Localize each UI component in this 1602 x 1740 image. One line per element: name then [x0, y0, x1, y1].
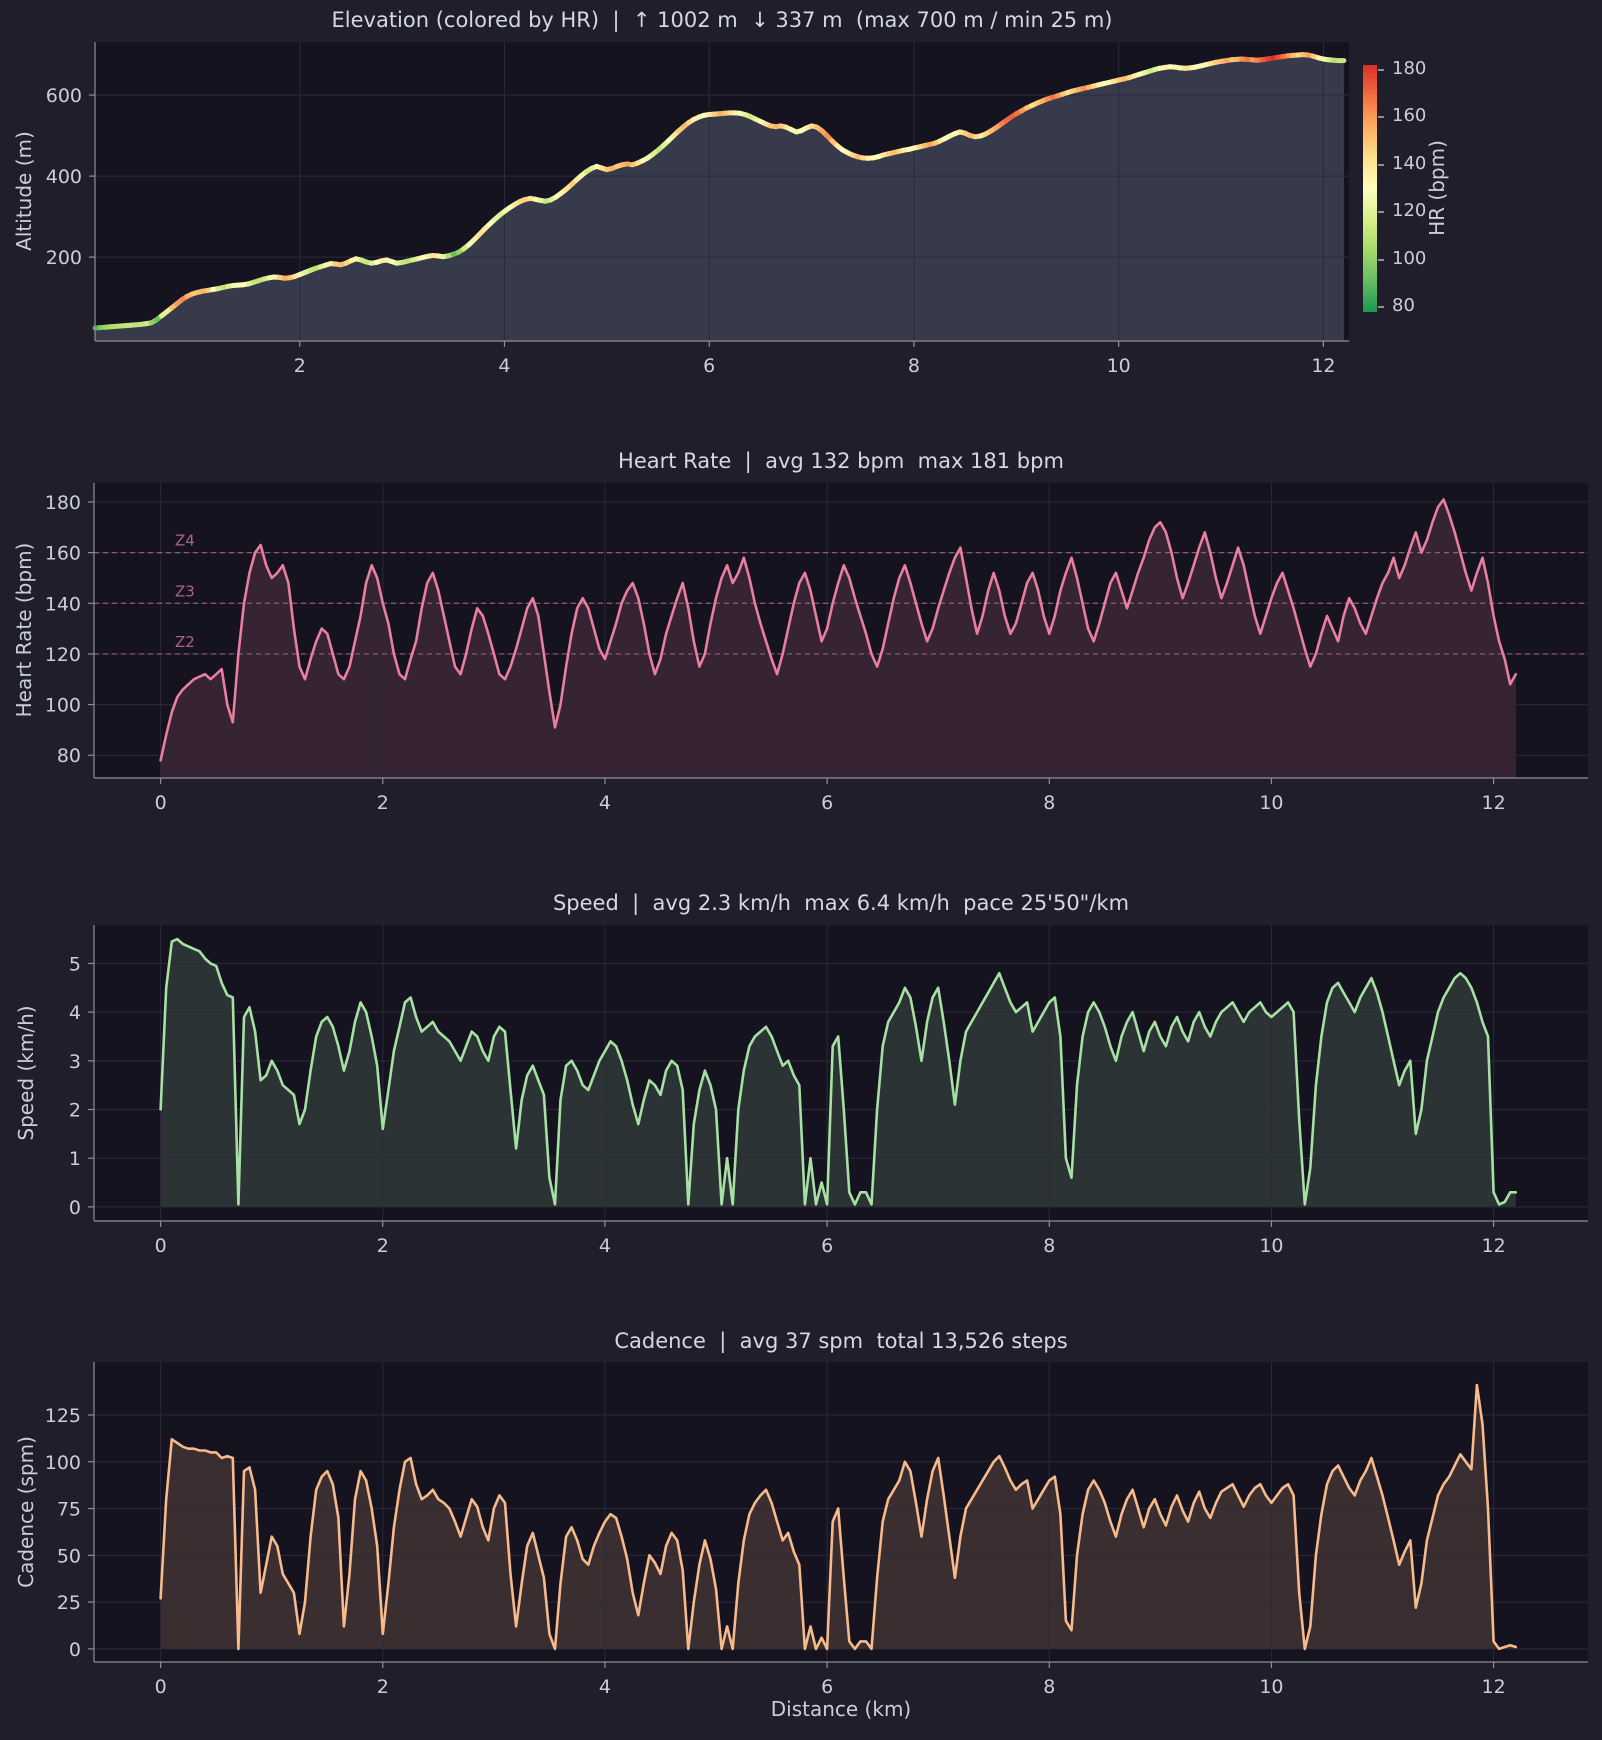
svg-text:2: 2 — [377, 1235, 389, 1257]
svg-text:100: 100 — [45, 1452, 81, 1474]
svg-text:Z4: Z4 — [175, 532, 195, 550]
svg-text:50: 50 — [57, 1545, 81, 1567]
svg-text:25: 25 — [57, 1592, 81, 1614]
colorbar-tick-mark — [1378, 116, 1384, 119]
svg-text:1: 1 — [69, 1148, 81, 1170]
svg-text:2: 2 — [69, 1100, 81, 1122]
svg-text:200: 200 — [46, 247, 82, 269]
svg-text:0: 0 — [69, 1639, 81, 1661]
speed-title: Speed | avg 2.3 km/h max 6.4 km/h pace 2… — [552, 891, 1130, 915]
svg-text:4: 4 — [69, 1002, 81, 1024]
svg-text:8: 8 — [1043, 1676, 1055, 1698]
svg-text:400: 400 — [46, 166, 82, 188]
svg-text:140: 140 — [45, 593, 81, 615]
hr-colorbar-label: HR (bpm) — [1425, 140, 1449, 236]
colorbar-tick-mark — [1378, 163, 1384, 166]
svg-text:4: 4 — [599, 1676, 611, 1698]
svg-text:0: 0 — [155, 792, 167, 814]
svg-text:12: 12 — [1311, 355, 1335, 377]
heart-rate-title: Heart Rate | avg 132 bpm max 181 bpm — [618, 449, 1064, 473]
colorbar-tick-mark — [1378, 211, 1384, 214]
svg-text:5: 5 — [69, 953, 81, 975]
svg-text:125: 125 — [45, 1405, 81, 1427]
svg-text:100: 100 — [45, 695, 81, 717]
svg-text:6: 6 — [821, 1235, 833, 1257]
colorbar-tick-mark — [1378, 258, 1384, 261]
svg-text:0: 0 — [155, 1235, 167, 1257]
svg-text:180: 180 — [45, 492, 81, 514]
elevation-plot: 2 4 6 8 10 12 200 400 600 — [46, 42, 1349, 377]
colorbar-tick-label: 140 — [1392, 152, 1427, 174]
svg-text:75: 75 — [57, 1499, 81, 1521]
colorbar-tick-label: 160 — [1392, 105, 1427, 127]
svg-text:120: 120 — [45, 644, 81, 666]
cadence-plot: 0 2 4 6 8 10 12 0 25 50 75 100 125 — [45, 1362, 1588, 1698]
svg-text:4: 4 — [599, 1235, 611, 1257]
hr-colorbar — [1363, 65, 1377, 312]
heart-rate-plot: Z2 Z3 Z4 0 2 4 6 8 10 12 80 100 120 140 160 180 — [45, 483, 1588, 814]
colorbar-tick-mark — [1378, 68, 1384, 71]
svg-text:0: 0 — [69, 1197, 81, 1219]
svg-text:4: 4 — [599, 792, 611, 814]
svg-text:10: 10 — [1259, 1676, 1283, 1698]
svg-text:2: 2 — [377, 792, 389, 814]
svg-text:10: 10 — [1107, 355, 1131, 377]
svg-text:6: 6 — [821, 792, 833, 814]
svg-text:160: 160 — [45, 543, 81, 565]
svg-text:6: 6 — [821, 1676, 833, 1698]
svg-text:12: 12 — [1481, 792, 1505, 814]
svg-text:Z3: Z3 — [175, 582, 195, 600]
svg-text:10: 10 — [1259, 792, 1283, 814]
svg-text:8: 8 — [1043, 792, 1055, 814]
svg-text:4: 4 — [498, 355, 510, 377]
svg-text:8: 8 — [908, 355, 920, 377]
elevation-title: Elevation (colored by HR) | ↑ 1002 m ↓ 3… — [331, 8, 1113, 32]
svg-text:2: 2 — [294, 355, 306, 377]
colorbar-tick-label: 100 — [1392, 247, 1427, 269]
svg-text:600: 600 — [46, 85, 82, 107]
svg-text:6: 6 — [703, 355, 715, 377]
distance-xlabel: Distance (km) — [770, 1697, 912, 1721]
svg-text:2: 2 — [377, 1676, 389, 1698]
cadence-title: Cadence | avg 37 spm total 13,526 steps — [614, 1329, 1068, 1353]
svg-text:0: 0 — [155, 1676, 167, 1698]
colorbar-tick-label: 120 — [1392, 200, 1427, 222]
svg-text:Z2: Z2 — [175, 633, 195, 651]
svg-text:80: 80 — [57, 745, 81, 767]
colorbar-tick-label: 180 — [1392, 57, 1427, 79]
colorbar-tick-mark — [1378, 306, 1384, 309]
svg-text:10: 10 — [1259, 1235, 1283, 1257]
colorbar-tick-label: 80 — [1392, 295, 1415, 317]
svg-text:12: 12 — [1481, 1676, 1505, 1698]
svg-text:8: 8 — [1043, 1235, 1055, 1257]
svg-text:3: 3 — [69, 1051, 81, 1073]
svg-text:12: 12 — [1481, 1235, 1505, 1257]
